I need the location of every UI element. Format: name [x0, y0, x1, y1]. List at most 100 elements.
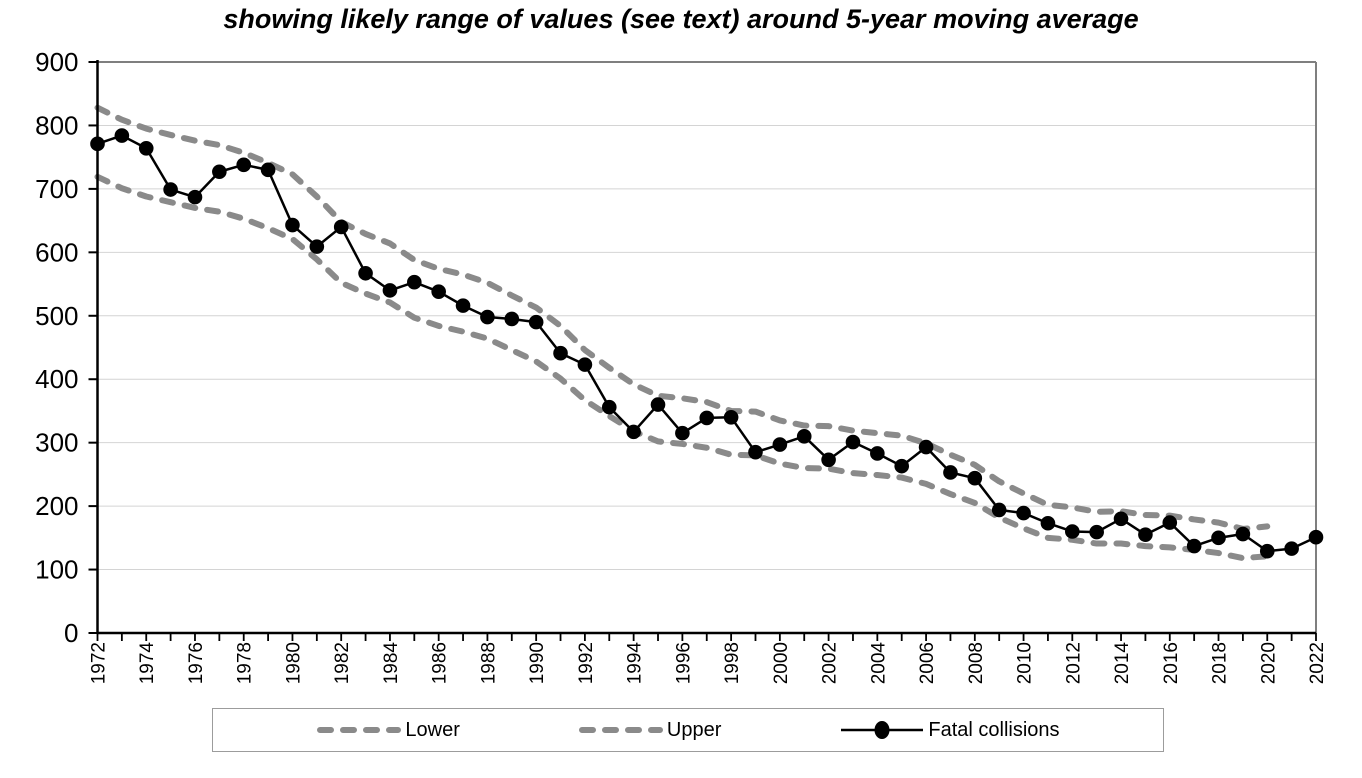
x-axis-tick-label: 1974	[137, 642, 158, 685]
data-point-2009	[991, 502, 1007, 518]
data-point-1981	[309, 239, 325, 254]
x-axis-tick-label: 2022	[1307, 642, 1328, 684]
fatal-collisions-line	[97, 134, 1317, 553]
x-axis-tick-label: 2000	[771, 642, 792, 684]
data-point-1983	[358, 265, 373, 281]
data-point-1979	[260, 162, 276, 178]
y-axis-tick-label: 700	[35, 174, 78, 204]
x-axis-tick-label: 2010	[1015, 642, 1036, 684]
x-axis-tick-label: 2020	[1258, 642, 1279, 684]
lower-band-line	[94, 173, 1271, 562]
data-point-1988	[480, 309, 495, 325]
x-axis-tick-label: 1990	[527, 642, 548, 684]
x-axis-tick-label: 2006	[917, 642, 938, 684]
data-point-2008	[967, 470, 983, 486]
y-axis-tick-label: 600	[35, 237, 78, 267]
y-axis-tick-label: 800	[35, 110, 78, 140]
legend-item-lower: Lower	[316, 718, 460, 742]
y-axis-tick-label: 400	[35, 364, 78, 394]
y-axis-tick-label: 300	[35, 428, 78, 458]
x-axis-tick-label: 1984	[381, 642, 402, 685]
data-point-2019	[1235, 526, 1251, 542]
data-point-2012	[1065, 524, 1080, 539]
x-axis-tick-label: 2016	[1161, 642, 1182, 684]
data-point-2000	[772, 437, 788, 452]
x-axis-tick-label: 1972	[89, 642, 110, 684]
data-point-2018	[1211, 530, 1226, 546]
gray-dashed-line-icon	[317, 727, 402, 733]
x-axis-tick-label: 2008	[966, 642, 987, 684]
data-point-1994	[626, 424, 641, 440]
y-axis-tick-label: 900	[35, 47, 78, 77]
x-axis-tick-label: 2004	[868, 642, 889, 685]
y-axis-tick-label: 0	[64, 618, 78, 648]
x-axis-tick-label: 2018	[1210, 642, 1231, 684]
black-line-circle-marker-icon	[841, 721, 924, 739]
data-point-1974	[138, 140, 154, 156]
x-axis-tick-label: 1986	[430, 642, 451, 684]
x-axis-tick-label: 1998	[722, 642, 743, 684]
data-point-2010	[1016, 505, 1031, 521]
gray-dashed-line-icon	[578, 727, 663, 733]
data-point-2005	[894, 458, 910, 474]
y-axis-tick-label: 500	[35, 301, 78, 331]
data-point-1992	[577, 357, 593, 372]
x-axis-tick-label: 2012	[1063, 642, 1084, 684]
y-axis-tick-label: 200	[35, 491, 78, 521]
upper-band-line	[94, 104, 1271, 532]
chart-legend: Lower Upper Fatal collisions	[212, 708, 1164, 752]
data-point-2011	[1040, 515, 1056, 531]
chart-subtitle: showing likely range of values (see text…	[223, 4, 1139, 34]
data-point-1993	[601, 399, 617, 415]
data-point-1976	[187, 189, 203, 205]
data-point-1996	[675, 425, 690, 441]
data-point-1980	[285, 217, 300, 233]
legend-label-lower: Lower	[405, 718, 460, 741]
data-point-1975	[163, 182, 178, 197]
legend-item-upper: Upper	[578, 719, 721, 742]
data-point-1982	[333, 219, 349, 235]
data-point-1977	[212, 164, 227, 180]
data-point-2003	[845, 434, 861, 450]
legend-item-fatal-collisions: Fatal collisions	[839, 718, 1060, 742]
data-point-2002	[821, 452, 836, 468]
legend-label-upper: Upper	[666, 718, 722, 741]
data-point-1973	[114, 128, 130, 143]
data-point-2016	[1162, 515, 1178, 530]
x-axis-tick-label: 2002	[820, 642, 841, 684]
data-point-2014	[1113, 511, 1129, 527]
data-point-1989	[504, 311, 520, 327]
data-point-2007	[943, 465, 958, 480]
data-point-1998	[723, 409, 739, 425]
x-axis-tick-label: 2014	[1112, 642, 1133, 685]
y-axis-tick-label: 100	[35, 555, 78, 585]
data-point-2017	[1186, 538, 1202, 554]
x-axis-tick-label: 1992	[576, 642, 597, 684]
x-axis-tick-label: 1988	[478, 642, 499, 684]
x-axis-tick-label: 1980	[283, 642, 304, 684]
x-axis-tick-label: 1996	[673, 642, 694, 684]
data-point-1985	[407, 274, 422, 290]
data-point-1995	[650, 397, 666, 412]
data-point-1997	[699, 410, 715, 426]
x-axis-tick-label: 1976	[186, 642, 207, 684]
x-axis-tick-label: 1994	[625, 642, 646, 685]
data-point-1990	[528, 314, 544, 330]
x-axis-tick-label: 1982	[332, 642, 353, 684]
data-point-2015	[1138, 527, 1153, 542]
data-point-1984	[382, 283, 398, 298]
data-point-1991	[553, 345, 568, 361]
data-point-1999	[748, 444, 763, 460]
legend-label-fatal-collisions: Fatal collisions	[928, 718, 1060, 741]
data-point-2013	[1089, 524, 1104, 540]
data-point-1986	[431, 284, 446, 299]
data-point-2004	[870, 446, 885, 461]
data-point-1987	[455, 298, 471, 313]
data-point-2006	[918, 439, 934, 455]
data-point-1978	[236, 157, 252, 173]
data-point-2001	[796, 429, 812, 444]
x-axis-tick-label: 1978	[235, 642, 256, 684]
data-point-2020	[1259, 543, 1275, 559]
